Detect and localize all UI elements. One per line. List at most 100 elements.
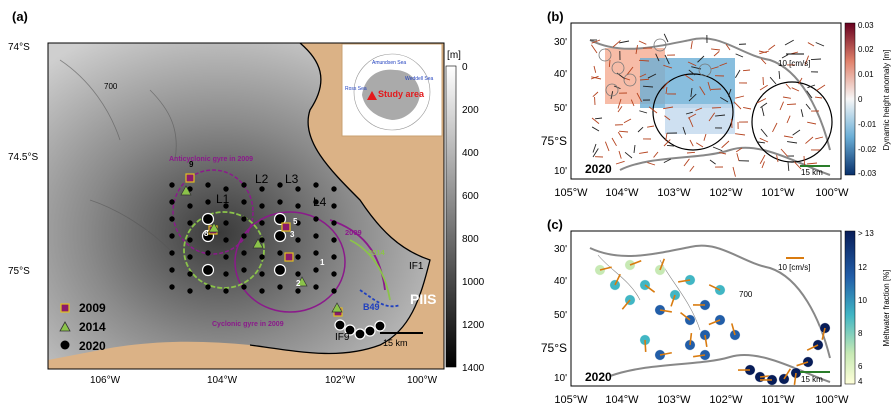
inset-amundsen: Amundsen Sea: [372, 60, 406, 66]
station-2014: [252, 238, 264, 249]
velocity-arrow: [708, 112, 716, 122]
stations-a: [169, 173, 386, 340]
station-2020: [259, 254, 265, 260]
station-2020: [187, 237, 193, 243]
station-2014: [180, 185, 192, 196]
scale-bar-label: 15 km: [801, 375, 823, 384]
station-2020: [273, 263, 287, 277]
station-ring: [598, 48, 612, 62]
velocity-arrow: [760, 102, 768, 108]
station-2020: [259, 288, 265, 294]
station-2020: [187, 288, 193, 294]
velocity-arrow: [779, 101, 784, 111]
lat-tick: 40': [554, 69, 567, 80]
velocity-arrow: [816, 84, 826, 91]
lon-tick: 100°W: [407, 375, 438, 386]
line-label: L2: [255, 172, 269, 186]
station-number: 1: [320, 258, 325, 267]
panel-a-lat-ticks: 74°S 74.5°S 75°S: [8, 42, 38, 277]
colorbar-tick: 200: [462, 105, 479, 116]
velocity-arrow: [683, 158, 690, 167]
line-label: L1: [216, 192, 230, 206]
lon-tick: 101°W: [761, 187, 795, 199]
station-2020: [241, 199, 247, 205]
lat-tick: 50': [554, 103, 567, 114]
station-2020: [241, 267, 247, 273]
lat-tick: 40': [554, 276, 567, 287]
lon-tick: 105°W: [554, 187, 588, 199]
cyclonic-gyre-2009: [234, 211, 346, 313]
lon-tick: 100°W: [815, 187, 849, 199]
velocity-arrow: [792, 129, 801, 136]
station-2020: [295, 254, 301, 260]
velocity-arrow: [786, 115, 791, 124]
legend-a: 2009 2014 2020: [59, 301, 106, 353]
velocity-arrow: [805, 136, 814, 144]
velocity-arrow: [647, 162, 656, 166]
legend-marker-2014: [59, 321, 71, 332]
lat-tick: 75°S: [541, 134, 567, 148]
velocity-ref-label: 10 [cm/s]: [778, 59, 810, 68]
station-2020: [374, 320, 386, 332]
velocity-arrow: [697, 55, 705, 63]
lon-tick: 102°W: [709, 187, 743, 199]
velocity-arrow: [711, 48, 721, 51]
velocity-arrow: [725, 43, 731, 51]
coastline: [249, 42, 431, 355]
velocity-arrow: [782, 96, 791, 99]
velocity-arrow: [796, 361, 809, 367]
velocity-arrow: [807, 42, 815, 47]
inset-weddell: Weddell Sea: [405, 76, 433, 82]
velocity-arrow: [769, 76, 777, 85]
legend-marker-2020: [60, 340, 70, 350]
velocity-arrow: [593, 65, 597, 73]
line-label: L4: [313, 195, 327, 209]
ice-label-if1: IF1: [409, 261, 424, 272]
velocity-arrow: [760, 128, 768, 138]
station-2020: [169, 216, 175, 222]
velocity-arrow: [810, 58, 822, 60]
colorbar-tick: 0.01: [858, 70, 874, 79]
station-2020: [169, 284, 175, 290]
velocity-arrow: [807, 162, 818, 165]
scale-bar-label: 15 km: [383, 338, 408, 348]
velocity-arrow: [644, 339, 647, 353]
station-2020: [313, 182, 319, 188]
station-2014: [296, 276, 308, 287]
velocity-arrow: [639, 73, 647, 78]
velocity-arrow: [727, 88, 732, 97]
velocity-arrow: [592, 148, 599, 158]
station-2020: [223, 271, 229, 277]
station-2020: [259, 186, 265, 192]
velocity-arrow: [733, 101, 742, 110]
velocity-arrow: [662, 80, 670, 90]
velocity-arrow: [592, 143, 597, 153]
bathy-contours: [59, 59, 177, 251]
inset-ross: Ross Sea: [345, 86, 367, 92]
velocity-arrow: [735, 53, 744, 58]
lon-tick: 100°W: [815, 394, 849, 406]
velocity-arrow: [710, 66, 719, 70]
lon-tick: 104°W: [207, 375, 238, 386]
lat-tick: 50': [554, 310, 567, 321]
legend-label-2020: 2020: [79, 339, 106, 353]
station-2020: [169, 199, 175, 205]
velocity-arrow: [591, 76, 602, 80]
velocity-arrow: [664, 115, 671, 121]
scale-bar-label: 15 km: [801, 168, 823, 177]
velocity-arrow: [704, 334, 708, 347]
velocity-arrow: [591, 39, 601, 44]
station-2020: [187, 254, 193, 260]
colorbar-tick: 1000: [462, 277, 485, 288]
velocity-arrow: [709, 159, 716, 165]
velocity-arrow: [618, 130, 629, 133]
colorbar-tick: 6: [858, 362, 863, 371]
lon-tick: 102°W: [325, 375, 356, 386]
velocity-arrow: [617, 131, 623, 139]
station-number: 8: [204, 229, 209, 238]
velocity-arrow: [688, 117, 694, 128]
station-2020: [344, 324, 356, 336]
colorbar-tick: 0: [858, 95, 863, 104]
velocity-arrow: [604, 141, 610, 152]
velocity-arrow: [670, 294, 676, 307]
